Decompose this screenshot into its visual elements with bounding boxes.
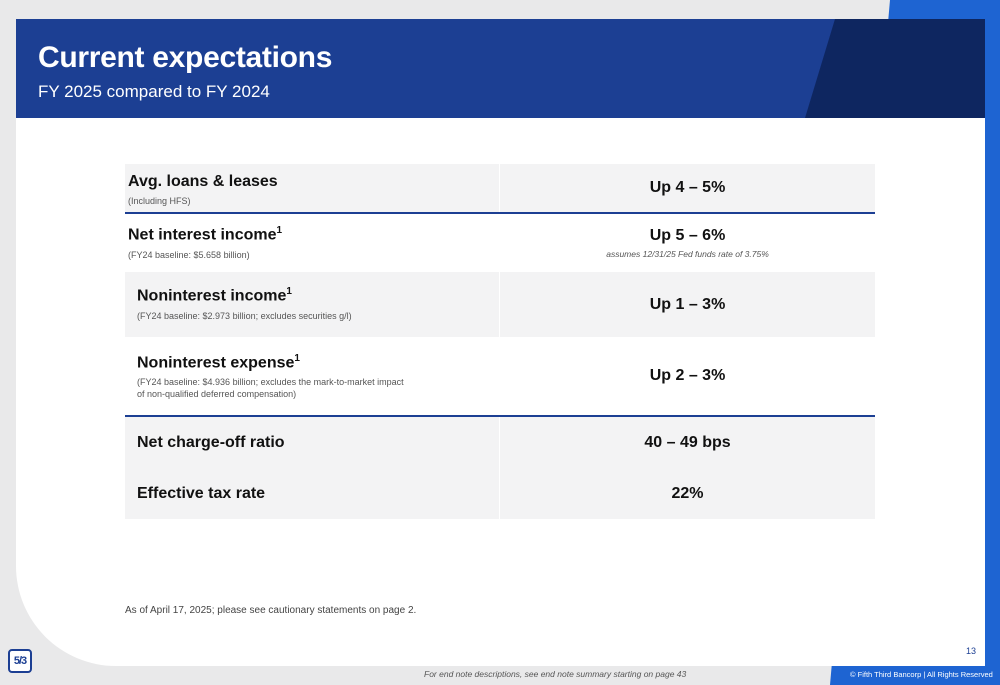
row-label: Avg. loans & leases — [128, 173, 278, 190]
row-value: Up 4 – 5% — [649, 179, 726, 196]
row-value-cell: Up 5 – 6% assumes 12/31/25 Fed funds rat… — [500, 214, 875, 272]
row-label: Net charge-off ratio — [137, 434, 285, 451]
expectations-table: Avg. loans & leases (Including HFS) Up 4… — [125, 164, 875, 519]
row-label: Noninterest expense1 — [137, 353, 300, 372]
row-note: (FY24 baseline: $4.936 billion; excludes… — [137, 377, 404, 399]
row-note: (FY24 baseline: $2.973 billion; excludes… — [137, 311, 352, 321]
end-note-text: For end note descriptions, see end note … — [424, 669, 687, 679]
table-row: Avg. loans & leases (Including HFS) Up 4… — [125, 164, 875, 212]
row-value: Up 2 – 3% — [649, 367, 726, 384]
row-note: (Including HFS) — [128, 196, 191, 206]
row-note: (FY24 baseline: $5.658 billion) — [128, 250, 250, 260]
copyright-text: © Fifth Third Bancorp | All Rights Reser… — [850, 670, 993, 679]
row-label-cell: Noninterest expense1 (FY24 baseline: $4.… — [125, 337, 499, 415]
row-value: 22% — [671, 485, 704, 502]
page-number: 13 — [966, 646, 977, 656]
as-of-note: As of April 17, 2025; please see caution… — [125, 605, 417, 616]
row-value-cell: 40 – 49 bps — [500, 417, 875, 469]
row-label-cell: Net charge-off ratio — [125, 417, 499, 469]
table-row: Net charge-off ratio 40 – 49 bps — [125, 417, 875, 469]
row-value: Up 1 – 3% — [649, 295, 726, 313]
row-value-cell: 22% — [500, 469, 875, 519]
row-label: Effective tax rate — [137, 485, 266, 502]
table-row: Noninterest expense1 (FY24 baseline: $4.… — [125, 337, 875, 415]
row-value-cell: Up 4 – 5% — [500, 164, 875, 212]
table-divider — [125, 212, 875, 214]
row-label-cell: Avg. loans & leases (Including HFS) — [125, 164, 499, 212]
row-label-cell: Net interest income1 (FY24 baseline: $5.… — [125, 214, 499, 272]
table-row: Noninterest income1 (FY24 baseline: $2.9… — [125, 272, 875, 337]
page-title: Current expectations — [38, 41, 333, 74]
table-row: Net interest income1 (FY24 baseline: $5.… — [125, 214, 875, 272]
slide-header: Current expectations FY 2025 compared to… — [16, 19, 985, 118]
table-row: Effective tax rate 22% — [125, 469, 875, 519]
table-divider — [125, 415, 875, 417]
page-subtitle: FY 2025 compared to FY 2024 — [38, 82, 270, 101]
header-dark-accent — [805, 19, 985, 118]
logo-glyph: 5/3 — [13, 655, 27, 667]
row-label-cell: Effective tax rate — [125, 469, 499, 519]
row-value-cell: Up 2 – 3% — [500, 337, 875, 415]
fifth-third-logo-icon: 5/3 — [8, 649, 32, 673]
row-label: Noninterest income1 — [137, 286, 292, 305]
row-value: 40 – 49 bps — [644, 434, 731, 451]
row-value-cell: Up 1 – 3% — [500, 272, 875, 337]
row-value-note: assumes 12/31/25 Fed funds rate of 3.75% — [606, 249, 769, 259]
row-label-cell: Noninterest income1 (FY24 baseline: $2.9… — [125, 272, 499, 337]
footer-light-band — [0, 666, 690, 685]
row-value: Up 5 – 6% — [649, 227, 726, 244]
row-label: Net interest income1 — [128, 225, 283, 244]
